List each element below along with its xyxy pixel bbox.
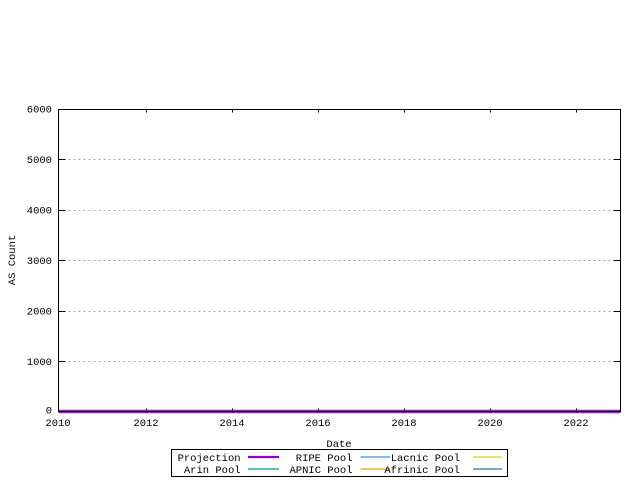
svg-text:6000: 6000: [27, 105, 52, 117]
svg-text:Lacnic Pool: Lacnic Pool: [391, 453, 460, 465]
svg-text:2012: 2012: [133, 418, 158, 430]
svg-text:1000: 1000: [27, 357, 52, 369]
svg-text:2022: 2022: [563, 418, 588, 430]
svg-text:3000: 3000: [27, 256, 52, 268]
svg-text:0: 0: [46, 406, 52, 418]
svg-text:AS Count: AS Count: [7, 235, 19, 285]
svg-text:4000: 4000: [27, 206, 52, 218]
svg-text:Afrinic Pool: Afrinic Pool: [384, 465, 460, 477]
svg-text:5000: 5000: [27, 155, 52, 167]
svg-text:Arin Pool: Arin Pool: [184, 465, 241, 477]
svg-text:APNIC Pool: APNIC Pool: [289, 465, 352, 477]
svg-text:Projection: Projection: [178, 453, 241, 465]
svg-text:2014: 2014: [219, 418, 244, 430]
svg-text:2016: 2016: [305, 418, 330, 430]
svg-text:2020: 2020: [477, 418, 502, 430]
svg-text:2000: 2000: [27, 307, 52, 319]
svg-text:2010: 2010: [45, 418, 70, 430]
svg-text:2018: 2018: [391, 418, 416, 430]
svg-text:RIPE Pool: RIPE Pool: [296, 453, 353, 465]
